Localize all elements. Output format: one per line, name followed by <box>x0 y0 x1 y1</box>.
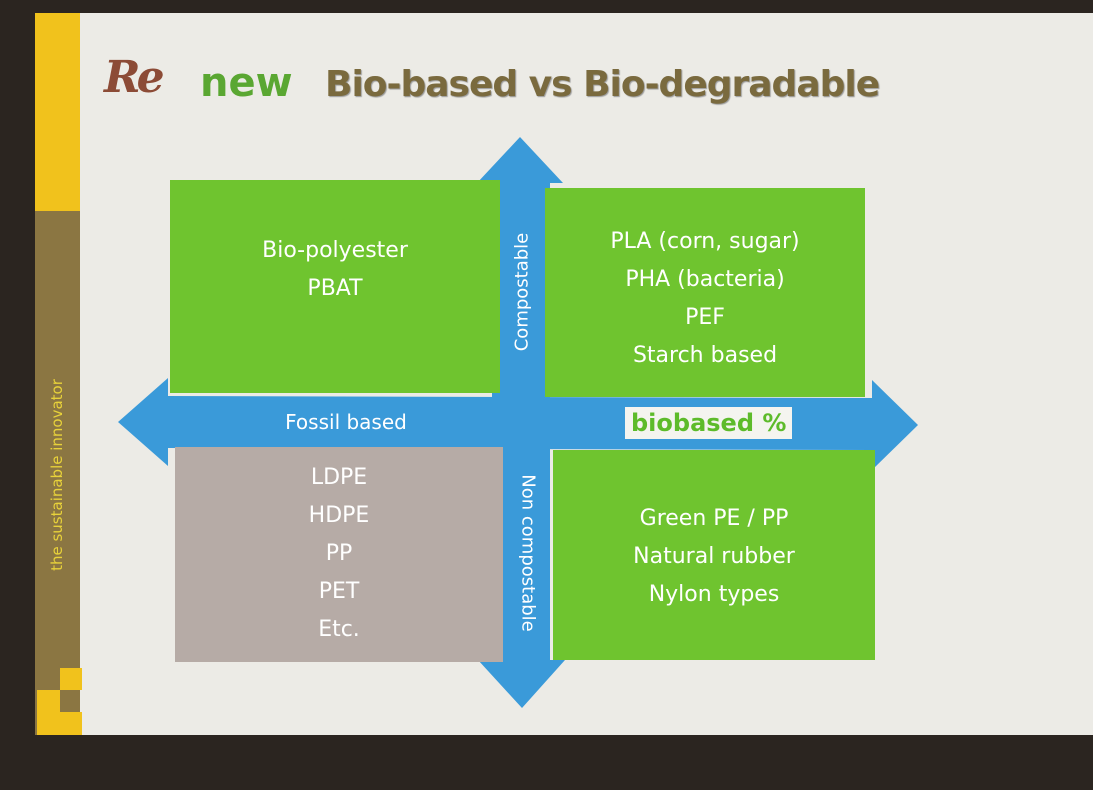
decor-square <box>37 690 60 735</box>
quadrant-bottom-left: LDPE HDPE PP PET Etc. <box>175 447 503 662</box>
quadrant-top-right: PLA (corn, sugar) PHA (bacteria) PEF Sta… <box>545 188 865 397</box>
slide-title: Bio-based vs Bio-degradable <box>325 64 880 105</box>
decor-square <box>60 712 82 735</box>
logo-re: Re <box>104 52 165 103</box>
sidebar-olive-band <box>35 211 80 735</box>
quadrant-item: Nylon types <box>648 582 780 607</box>
quadrant-item: PP <box>325 541 353 566</box>
quadrant-bottom-right: Green PE / PP Natural rubber Nylon types <box>553 450 875 660</box>
logo-new: new <box>200 60 293 106</box>
sidebar-yellow-band <box>35 13 80 211</box>
quadrant-item: LDPE <box>310 465 368 490</box>
quadrant-item: Starch based <box>632 343 778 368</box>
axis-label-biobased: biobased % <box>625 407 793 439</box>
quadrant-top-left: Bio-polyester PBAT <box>170 180 500 393</box>
quadrant-item: Etc. <box>318 617 360 642</box>
quadrant-item: PEF <box>685 305 725 330</box>
quadrant-item: Natural rubber <box>633 544 795 569</box>
quadrant-item: Green PE / PP <box>639 506 789 531</box>
quadrant-item: PBAT <box>307 276 363 301</box>
quadrant-item: PET <box>318 579 360 604</box>
decor-square <box>60 668 82 690</box>
quadrant-item: PLA (corn, sugar) <box>610 229 800 254</box>
quadrant-item: Bio-polyester <box>262 238 408 263</box>
axis-label-compostable: Compostable <box>511 232 533 352</box>
quadrant-item: HDPE <box>308 503 370 528</box>
axis-label-non-compostable: Non compostable <box>517 474 539 632</box>
axis-label-fossil-based: Fossil based <box>285 410 407 434</box>
quadrant-item: PHA (bacteria) <box>625 267 785 292</box>
